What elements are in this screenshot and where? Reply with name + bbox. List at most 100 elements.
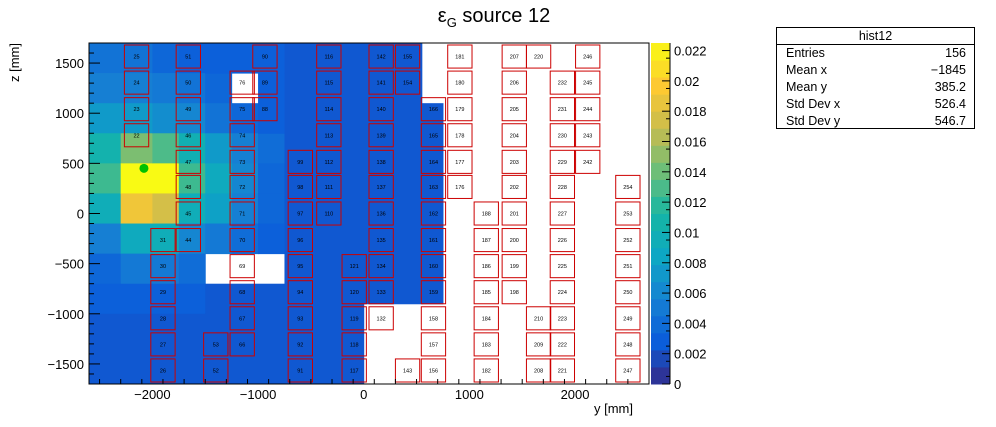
module-label: 44: [185, 238, 191, 244]
colorbar-band: [651, 145, 670, 163]
heat-bin: [258, 193, 285, 225]
module-label: 24: [133, 81, 139, 87]
module-cell: 208: [525, 358, 552, 383]
module-border: [394, 358, 421, 383]
module-border: [501, 228, 527, 253]
module-border: [341, 280, 367, 305]
module-cell: 210: [525, 306, 552, 331]
module-cell: 53: [203, 332, 229, 357]
module-label: 97: [297, 212, 303, 218]
module-cell: 182: [473, 358, 499, 383]
heat-bin: [89, 43, 122, 74]
stats-row-std-y: Std Dev y 546.7: [777, 113, 974, 130]
module-cell: 249: [615, 306, 641, 331]
module-label: 140: [377, 107, 386, 113]
module-label: 199: [510, 264, 519, 270]
module-border: [615, 174, 641, 199]
module-label: 71: [239, 212, 245, 218]
module-border: [341, 332, 367, 357]
module-label: 93: [297, 316, 303, 322]
module-label: 253: [623, 212, 632, 218]
module-label: 222: [558, 342, 567, 348]
module-cell: 111: [316, 174, 342, 199]
module-label: 252: [623, 238, 632, 244]
module-border: [203, 332, 229, 357]
module-border: [549, 201, 576, 226]
module-border: [229, 254, 255, 279]
module-label: 22: [133, 133, 139, 139]
module-label: 202: [510, 185, 519, 191]
module-border: [549, 254, 576, 279]
module-border: [316, 123, 342, 148]
module-border: [368, 123, 394, 148]
module-label: 74: [239, 133, 245, 139]
module-cell: 45: [175, 201, 201, 226]
module-label: 138: [377, 160, 386, 166]
module-label: 76: [239, 81, 245, 87]
heat-bin: [258, 133, 285, 164]
module-cell: 162: [420, 201, 447, 226]
chart-title-main: ε: [438, 5, 447, 27]
module-label: 155: [403, 55, 412, 61]
module-cell: 94: [287, 280, 313, 305]
heat-bin: [120, 103, 153, 134]
stats-row-mean-x: Mean x −1845: [777, 62, 974, 79]
y-axis-label: z [mm]: [7, 43, 22, 82]
module-cell: 155: [394, 44, 421, 69]
module-cell: 142: [368, 44, 394, 69]
module-cell: 200: [501, 228, 527, 253]
heat-bin: [120, 133, 153, 164]
module-cell: 139: [368, 123, 394, 148]
module-label: 51: [185, 55, 191, 61]
module-cell: 188: [473, 201, 499, 226]
chart-title: εG source 12: [438, 5, 550, 30]
module-label: 133: [377, 290, 386, 296]
module-cell: 221: [549, 358, 576, 383]
colorbar-band: [651, 43, 670, 61]
module-label: 244: [583, 107, 592, 113]
stats-label: Mean x: [786, 63, 827, 77]
module-cell: 95: [287, 254, 313, 279]
module-border: [123, 123, 150, 148]
y-tick-label: −1000: [47, 307, 84, 322]
y-tick-label: 1500: [55, 56, 84, 71]
module-label: 110: [324, 212, 333, 218]
module-border: [549, 97, 576, 122]
module-border: [150, 306, 176, 331]
module-label: 160: [429, 264, 438, 270]
module-border: [575, 149, 601, 174]
module-cell: 66: [229, 332, 255, 357]
module-border: [501, 280, 527, 305]
module-label: 207: [510, 55, 519, 61]
module-label: 91: [297, 368, 303, 374]
module-border: [123, 70, 150, 95]
module-border: [287, 306, 313, 331]
module-border: [175, 123, 201, 148]
module-label: 184: [482, 316, 491, 322]
heat-bin: [258, 73, 285, 134]
module-label: 242: [583, 160, 592, 166]
module-cell: 250: [615, 280, 641, 305]
module-label: 27: [160, 342, 166, 348]
module-border: [123, 97, 150, 122]
module-cell: 228: [549, 174, 576, 199]
module-cell: 99: [287, 149, 313, 174]
axes: −2000 −1000 0 1000 2000 −1500 −1000 −500 0 500 100…: [47, 52, 629, 402]
colorbar-band: [651, 162, 670, 180]
colorbar-band: [651, 77, 670, 95]
module-border: [447, 123, 473, 148]
heat-bin: [152, 43, 180, 74]
module-border: [549, 358, 576, 383]
module-cell: 242: [575, 149, 601, 174]
module-cell: 183: [473, 332, 499, 357]
colorbar-band: [651, 332, 670, 351]
stats-row-entries: Entries 156: [777, 45, 974, 62]
module-border: [229, 97, 255, 122]
module-cell: 30: [150, 254, 176, 279]
module-cell: 93: [287, 306, 313, 331]
module-label: 245: [583, 81, 592, 87]
module-cell: 163: [420, 174, 447, 199]
module-label: 161: [429, 238, 438, 244]
module-border: [229, 123, 255, 148]
